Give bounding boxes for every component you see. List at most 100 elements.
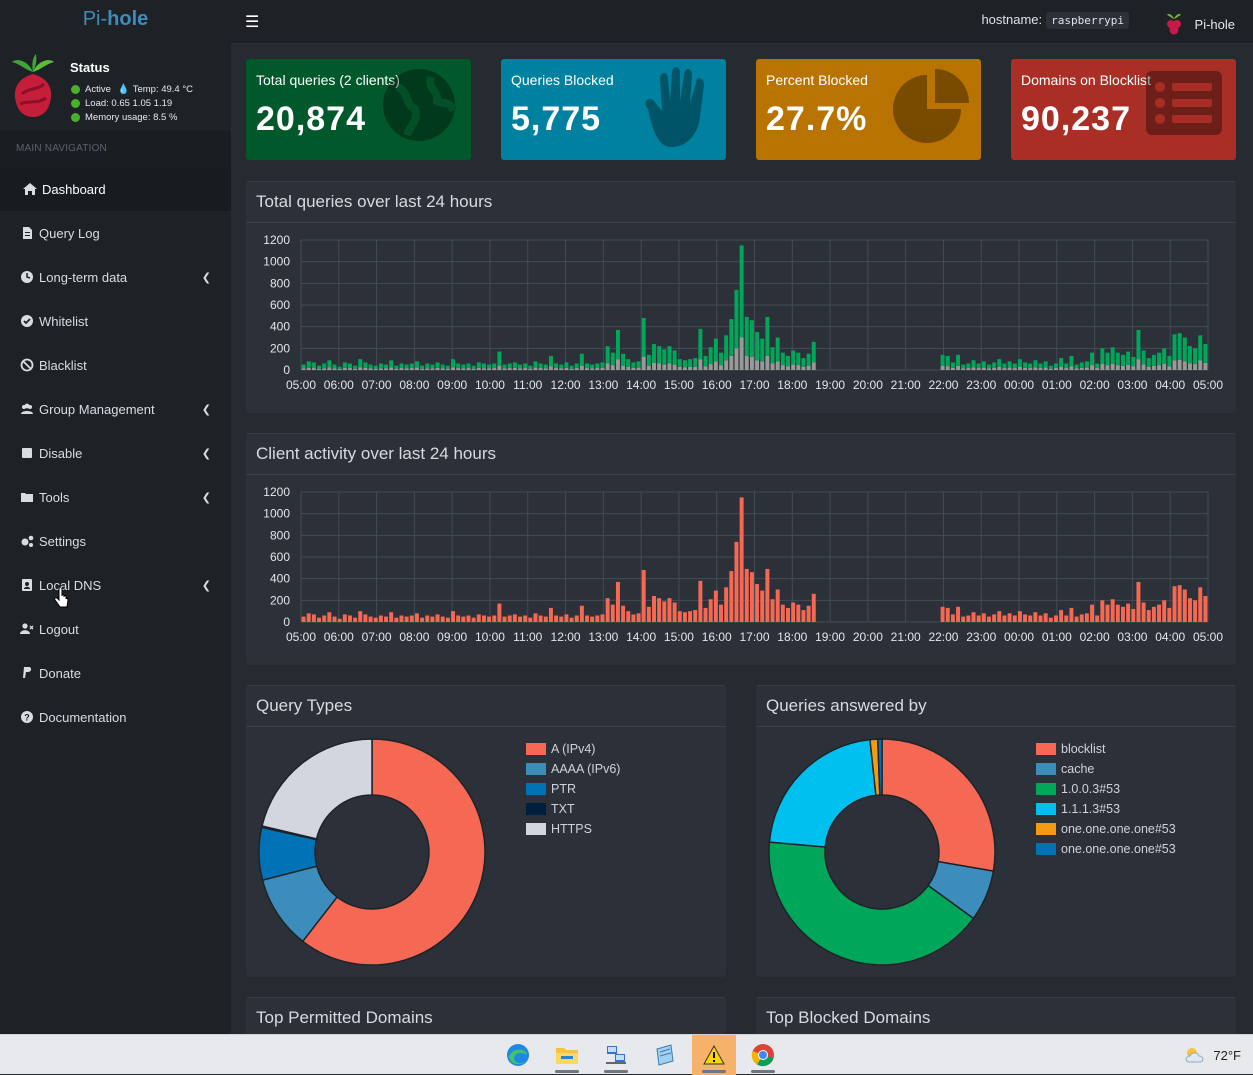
bar-client[interactable]: [512, 614, 517, 622]
bar-blocked[interactable]: [466, 368, 471, 370]
bar-permitted[interactable]: [987, 364, 991, 369]
bar-permitted[interactable]: [507, 363, 512, 369]
bar-blocked[interactable]: [1023, 367, 1028, 370]
slice-1-0-0-3-53[interactable]: [768, 841, 975, 966]
bar-client[interactable]: [1198, 587, 1203, 622]
bar-permitted[interactable]: [1157, 352, 1162, 366]
bar-permitted[interactable]: [543, 364, 548, 369]
bar-blocked[interactable]: [1110, 363, 1115, 370]
bar-blocked[interactable]: [667, 363, 672, 371]
bar-client[interactable]: [1151, 606, 1156, 622]
bar-blocked[interactable]: [600, 367, 605, 370]
bar-client[interactable]: [1059, 610, 1064, 622]
bar-blocked[interactable]: [1187, 363, 1192, 371]
nav-item-long-term-data[interactable]: Long-term data ❮: [0, 255, 231, 299]
bar-blocked[interactable]: [713, 361, 718, 370]
bar-permitted[interactable]: [724, 335, 729, 361]
bar-client[interactable]: [1187, 598, 1192, 622]
bar-blocked[interactable]: [729, 355, 734, 370]
bar-client[interactable]: [1136, 581, 1141, 622]
bar-blocked[interactable]: [698, 359, 703, 370]
query-types-chart[interactable]: [246, 728, 506, 978]
edge-icon[interactable]: [496, 1035, 540, 1075]
bar-permitted[interactable]: [713, 338, 718, 362]
chevron-left-icon[interactable]: ❮: [201, 580, 211, 592]
bar-client[interactable]: [755, 584, 760, 622]
bar-blocked[interactable]: [394, 368, 399, 370]
bar-permitted[interactable]: [811, 341, 816, 363]
bar-blocked[interactable]: [997, 366, 1002, 370]
bar-permitted[interactable]: [1177, 333, 1182, 360]
bar-client[interactable]: [1069, 607, 1074, 622]
bar-blocked[interactable]: [569, 368, 574, 370]
bar-client[interactable]: [729, 571, 734, 622]
bar-blocked[interactable]: [806, 365, 811, 370]
bar-permitted[interactable]: [662, 349, 667, 365]
bar-blocked[interactable]: [1203, 362, 1208, 370]
bar-blocked[interactable]: [1177, 359, 1182, 370]
bar-permitted[interactable]: [1198, 335, 1203, 361]
bar-permitted[interactable]: [353, 365, 358, 369]
nav-item-tools[interactable]: Tools ❮: [0, 475, 231, 519]
bar-permitted[interactable]: [1203, 344, 1208, 363]
bar-blocked[interactable]: [672, 364, 677, 370]
bar-permitted[interactable]: [703, 355, 708, 367]
legend-item-one-one-one-one-53[interactable]: one.one.one.one#53: [1036, 819, 1176, 839]
user-menu[interactable]: Pi-hole: [1165, 11, 1235, 37]
app-logo[interactable]: Pi-hole: [0, 0, 231, 44]
bar-permitted[interactable]: [389, 360, 394, 368]
bar-blocked[interactable]: [590, 368, 595, 370]
bar-permitted[interactable]: [1074, 364, 1079, 369]
bar-permitted[interactable]: [631, 362, 636, 368]
bar-blocked[interactable]: [435, 367, 440, 370]
bar-permitted[interactable]: [698, 328, 703, 360]
nav-item-group-management[interactable]: Group Management ❮: [0, 387, 231, 431]
bar-blocked[interactable]: [579, 365, 584, 370]
bar-blocked[interactable]: [1064, 368, 1069, 370]
bar-client[interactable]: [1146, 610, 1151, 622]
nav-item-dashboard[interactable]: Dashboard: [0, 167, 231, 211]
bar-permitted[interactable]: [1182, 337, 1187, 362]
bar-client[interactable]: [311, 614, 316, 622]
bar-client[interactable]: [579, 605, 584, 622]
bar-blocked[interactable]: [548, 366, 553, 370]
hamburger-icon[interactable]: ☰: [245, 14, 260, 31]
bar-blocked[interactable]: [1043, 367, 1048, 370]
bar-permitted[interactable]: [708, 347, 713, 365]
bar-blocked[interactable]: [636, 367, 641, 370]
chevron-left-icon[interactable]: ❮: [201, 272, 211, 284]
bar-client[interactable]: [626, 611, 631, 622]
bar-client[interactable]: [363, 614, 368, 622]
bar-permitted[interactable]: [806, 353, 811, 366]
bar-permitted[interactable]: [775, 337, 780, 362]
bar-client[interactable]: [497, 603, 502, 622]
bar-permitted[interactable]: [317, 365, 322, 369]
bar-permitted[interactable]: [646, 354, 651, 366]
bar-client[interactable]: [394, 617, 399, 622]
bar-permitted[interactable]: [456, 363, 461, 369]
bar-client[interactable]: [409, 615, 414, 623]
bar-blocked[interactable]: [945, 366, 950, 370]
bar-blocked[interactable]: [1048, 368, 1053, 370]
bar-permitted[interactable]: [476, 362, 481, 368]
bar-permitted[interactable]: [518, 364, 522, 369]
bar-blocked[interactable]: [1007, 367, 1012, 370]
bar-blocked[interactable]: [497, 365, 502, 370]
bar-permitted[interactable]: [311, 362, 316, 369]
bar-client[interactable]: [724, 587, 729, 622]
bar-blocked[interactable]: [760, 361, 765, 370]
bar-blocked[interactable]: [487, 368, 492, 370]
bar-client[interactable]: [703, 607, 708, 622]
bar-client[interactable]: [461, 616, 466, 622]
bar-blocked[interactable]: [992, 367, 997, 370]
bar-blocked[interactable]: [414, 367, 419, 370]
bar-client[interactable]: [1167, 607, 1172, 622]
bar-permitted[interactable]: [1084, 361, 1089, 368]
bar-permitted[interactable]: [1048, 365, 1053, 369]
bar-blocked[interactable]: [631, 367, 636, 370]
bar-permitted[interactable]: [440, 364, 445, 369]
bar-permitted[interactable]: [1069, 355, 1074, 367]
bar-blocked[interactable]: [1074, 368, 1079, 370]
tile-queries-blocked[interactable]: Queries Blocked 5,775: [501, 59, 726, 160]
bar-blocked[interactable]: [615, 359, 620, 370]
